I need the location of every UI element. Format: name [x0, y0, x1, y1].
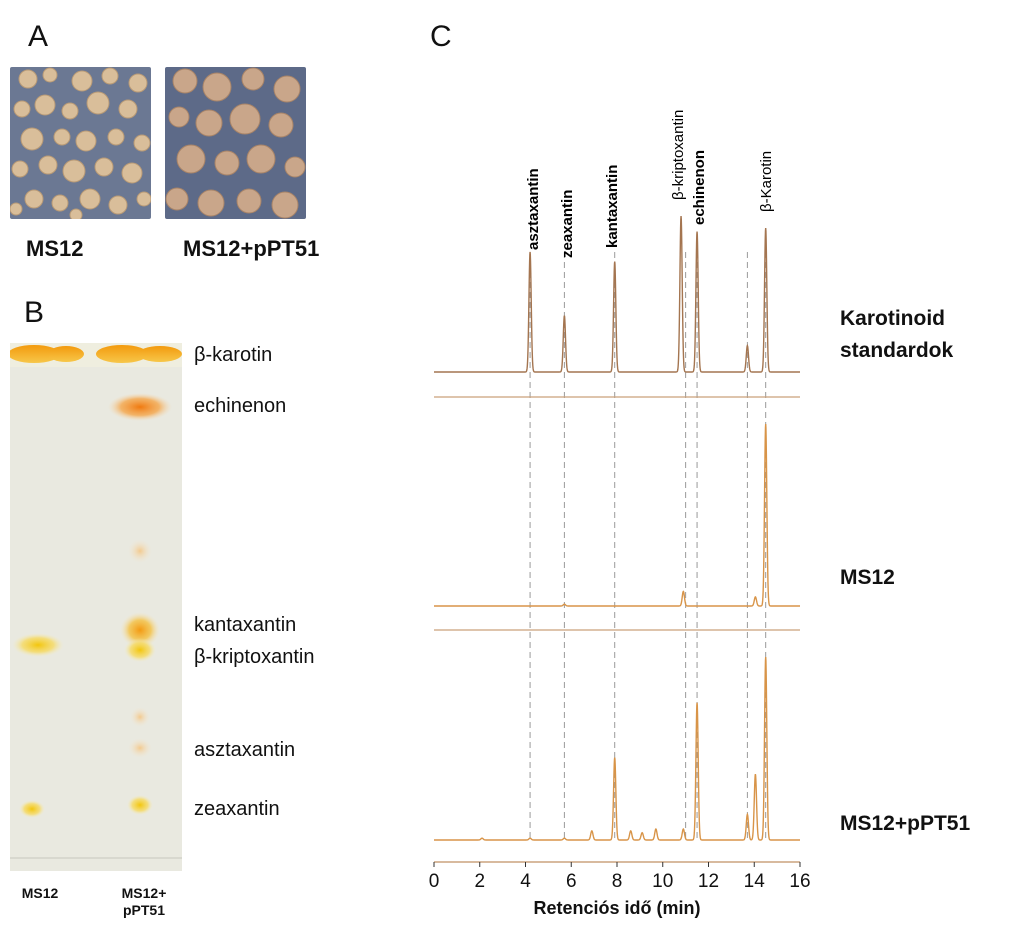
x-tick-label-6: 6 [566, 871, 577, 892]
x-tick-label-14: 14 [744, 871, 766, 892]
trace-label-standards: Karotinoid standardok [840, 303, 953, 367]
trace-line-1 [434, 423, 800, 607]
trace-label-standards-line1: Karotinoid [840, 307, 945, 330]
tlc-label-b-karotin: β-karotin [194, 344, 273, 366]
tlc-label-echinenon: echinenon [194, 395, 287, 417]
trace-label-ms12-ppt51: MS12+pPT51 [840, 812, 971, 835]
tlc-label-zeaxantin: zeaxantin [194, 798, 280, 820]
tlc-label-b-kriptoxantin: β-kriptoxantin [194, 646, 315, 668]
panel-a-label-ms12-ppt51: MS12+pPT51 [183, 236, 320, 261]
panel-c-letter: C [430, 20, 452, 53]
x-axis-label: Retenciós idő (min) [533, 898, 700, 918]
panel-b-letter: B [24, 296, 45, 329]
tlc-lane-label-line2: pPT51 [122, 902, 165, 918]
x-tick-label-4: 4 [520, 871, 531, 892]
x-tick-label-2: 2 [474, 871, 485, 892]
peak-label-echinenon: echinenon [691, 150, 708, 225]
trace-label-ms12: MS12 [840, 566, 895, 589]
tlc-lane-label-ms12-ppt51: MS12+ pPT51 [108, 885, 180, 919]
x-tick-label-10: 10 [652, 871, 673, 892]
peak-label-zeaxantin: zeaxantin [559, 190, 576, 258]
colony-photo-ms12 [10, 67, 151, 219]
panel-a-letter: A [28, 20, 49, 53]
tlc-lane-label-ms12: MS12 [21, 885, 59, 901]
chromatogram-chart: 0 2 4 6 8 10 12 14 16 Retenciós idő (min) [429, 215, 811, 918]
peak-label-asztaxantin: asztaxantin [525, 168, 542, 250]
x-tick-label-8: 8 [612, 871, 623, 892]
trace-line-0 [434, 215, 800, 373]
x-tick-label-12: 12 [698, 871, 719, 892]
tlc-lane-label-line1: MS12+ [121, 885, 167, 901]
trace-line-2 [434, 656, 800, 841]
panel-a-label-ms12: MS12 [26, 236, 84, 261]
colony-photo-ms12-ppt51 [165, 67, 306, 219]
tlc-label-asztaxantin: asztaxantin [194, 739, 296, 761]
tlc-label-kantaxantin: kantaxantin [194, 614, 297, 636]
peak-label-b-kriptoxantin: β-kriptoxantin [670, 110, 687, 200]
trace-label-standards-line2: standardok [840, 339, 954, 362]
x-tick-label-0: 0 [429, 871, 440, 892]
peak-label-b-karotin: β-Karotin [758, 151, 775, 212]
x-tick-label-16: 16 [789, 871, 810, 892]
peak-labels-group: asztaxantin zeaxantin kantaxantin β-krip… [525, 110, 775, 258]
tlc-plate [8, 343, 182, 871]
peak-label-kantaxantin: kantaxantin [604, 165, 621, 248]
